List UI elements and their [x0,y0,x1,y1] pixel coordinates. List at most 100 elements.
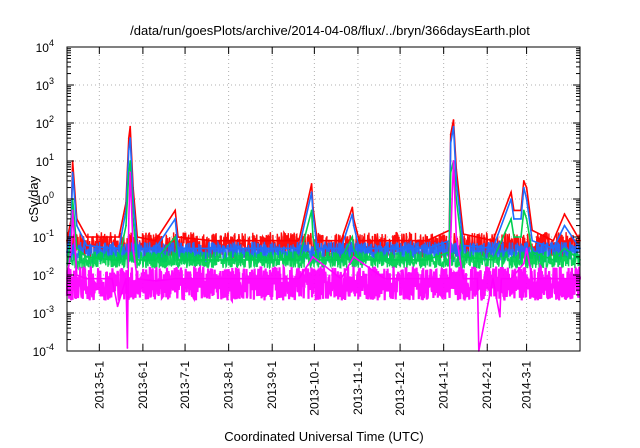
x-tick-label: 2013-10-1 [307,361,321,416]
data-point [210,239,213,242]
data-point [174,218,177,220]
data-point [177,247,179,250]
data-point [449,142,452,144]
data-point [425,259,428,261]
x-tick-label: 2013-12-1 [393,361,407,416]
data-point [425,277,428,280]
data-point [352,256,355,258]
data-point [310,183,313,185]
tick-marks [67,46,580,352]
data-point [462,277,465,280]
data-point [177,259,179,261]
data-point [520,236,522,238]
data-point [531,239,534,242]
data-point [552,239,555,242]
data-point [312,256,314,258]
y-tick-label: 104 [36,38,54,55]
y-tick-label: 100 [36,190,54,207]
data-point [127,171,130,174]
data-point [174,277,177,280]
data-point [462,256,465,258]
data-point [563,277,566,280]
data-point [352,224,355,227]
data-point [340,259,342,261]
data-point [75,224,78,227]
data-point [129,160,132,162]
data-point [531,229,534,232]
data-point [492,239,494,242]
data-point [425,239,428,242]
data-point [154,247,157,250]
data-point [510,191,512,194]
data-point [126,347,129,349]
data-point [383,277,386,280]
data-point [520,218,522,220]
data-point [425,247,428,250]
data-point [85,277,88,280]
x-tick-label: 2014-1-1 [437,361,451,409]
data-point [136,277,139,280]
data-point [298,239,300,242]
chart-title: /data/run/goesPlots/archive/2014-04-08/f… [130,23,530,38]
x-tick-label: 2013-11-1 [351,361,365,415]
grid [67,47,580,351]
data-point [552,247,555,250]
data-point [531,251,534,254]
data-point [111,236,113,238]
y-axis-label: cSv/day [26,175,41,222]
y-tick-label: 103 [36,76,54,93]
data-point [340,239,342,242]
series-line-4 [66,160,580,352]
y-tick-label: 101 [36,152,54,169]
data-point [174,236,177,238]
data-point [452,119,455,121]
data-point [254,247,257,250]
x-axis-label: Coordinated Universal Time (UTC) [224,429,423,444]
data-point [500,277,503,280]
data-point [383,247,386,250]
data-point [154,259,157,261]
data-point [383,239,386,242]
data-point [116,305,119,308]
data-point [492,259,494,261]
data-point [129,171,132,174]
x-tick-label: 2013-6-1 [136,361,150,409]
data-point [449,171,452,174]
data-point [451,198,453,200]
data-point [510,198,512,200]
data-point [510,277,512,280]
data-point [111,259,113,261]
data-point [462,244,465,247]
data-point [563,224,566,227]
data-point [125,224,127,227]
data-point [340,277,342,280]
data-point [499,315,501,318]
x-tick-labels: 2013-5-1 2013-6-1 2013-7-1 2013-8-1 2013-9-1… [92,361,533,416]
series-line-2 [66,126,581,253]
data-point [310,191,313,194]
data-point [127,218,130,220]
data-point [127,148,130,151]
series-line-3 [66,160,581,264]
data-point [552,277,555,280]
data-point [358,239,361,242]
data-point [118,247,120,250]
data-point [358,247,361,250]
plot-series [65,119,582,352]
x-tick-label: 2013-7-1 [178,361,192,409]
data-point [125,277,127,280]
data-point [525,186,528,189]
data-point [154,280,157,282]
data-point [522,209,525,212]
x-tick-label: 2014-2-1 [480,361,494,409]
data-point [310,209,313,212]
data-point [563,213,566,216]
data-point [492,247,494,250]
data-point [298,277,300,280]
data-point [525,218,528,220]
x-tick-label: 2013-5-1 [92,361,106,409]
data-point [455,180,458,182]
data-point [455,236,458,238]
y-tick-label: 10-1 [33,228,54,245]
